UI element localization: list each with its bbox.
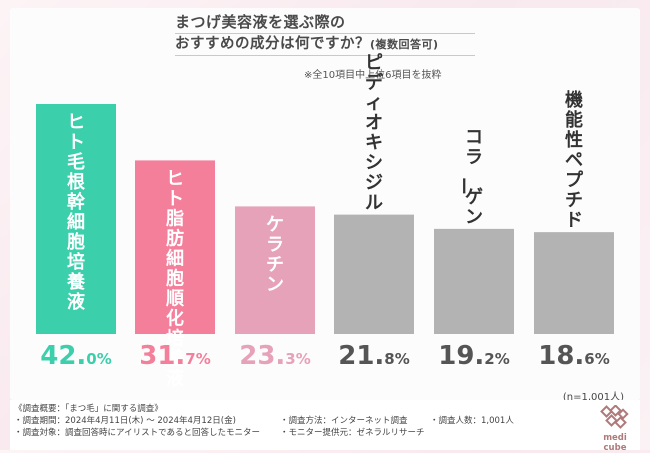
bar-2	[135, 160, 215, 334]
value-label-5: 19.2%	[438, 341, 510, 371]
bar-6	[534, 232, 614, 334]
category-label-4: ピディオキシジル	[365, 53, 384, 214]
medicube-logo: medi cube	[594, 404, 636, 453]
title-line-2: おすすめの成分は何ですか？(複数回答可)	[175, 34, 475, 56]
value-label-2: 31.7%	[139, 341, 211, 371]
category-label-3: ケラチン	[266, 214, 284, 295]
title-line-1: まつげ美容液を選ぶ際の	[175, 12, 475, 34]
survey-footer	[10, 400, 640, 450]
title-line-2-main: おすすめの成分は何ですか？	[175, 36, 370, 52]
selection-note: ※全10項目中上位6項目を抜粋	[304, 70, 442, 81]
survey-count: ・調査人数：1,001人	[430, 416, 514, 426]
category-label-6: 機能性ペプチド	[565, 89, 584, 231]
chart-title: まつげ美容液を選ぶ際の おすすめの成分は何ですか？(複数回答可)	[175, 12, 475, 56]
bar-4	[334, 214, 414, 334]
survey-overview: 《調査概要：「まつ毛」に関する調査》	[14, 404, 163, 414]
survey-provider: ・モニター提供元：ゼネラルリサーチ	[280, 428, 425, 438]
bar-1	[36, 104, 116, 334]
value-label-3: 23.3%	[239, 341, 311, 371]
value-label-6: 18.6%	[538, 341, 610, 371]
logo-mark-icon	[600, 404, 629, 429]
bar-3	[235, 206, 315, 334]
survey-period: ・調査期間：2024年4月11日(木) 〜 2024年4月12日(金)	[14, 416, 236, 426]
category-label-5: コラーゲン	[452, 127, 483, 228]
survey-method: ・調査方法：インターネット調査	[280, 416, 408, 426]
value-label-1: 42.0%	[40, 341, 112, 371]
survey-target: ・調査対象：調査回答時にアイリストであると回答したモニター	[14, 428, 260, 438]
title-line-2-paren: (複数回答可)	[370, 38, 439, 51]
bar-5	[434, 228, 514, 334]
category-label-2: ヒト脂肪細胞順化培養液	[165, 168, 185, 389]
sample-size-label: (n=1,001人)	[562, 392, 624, 403]
category-label-1: ヒト毛根幹細胞培養液	[66, 112, 86, 313]
logo-text: medi cube	[603, 433, 627, 453]
value-label-4: 21.8%	[338, 341, 410, 371]
